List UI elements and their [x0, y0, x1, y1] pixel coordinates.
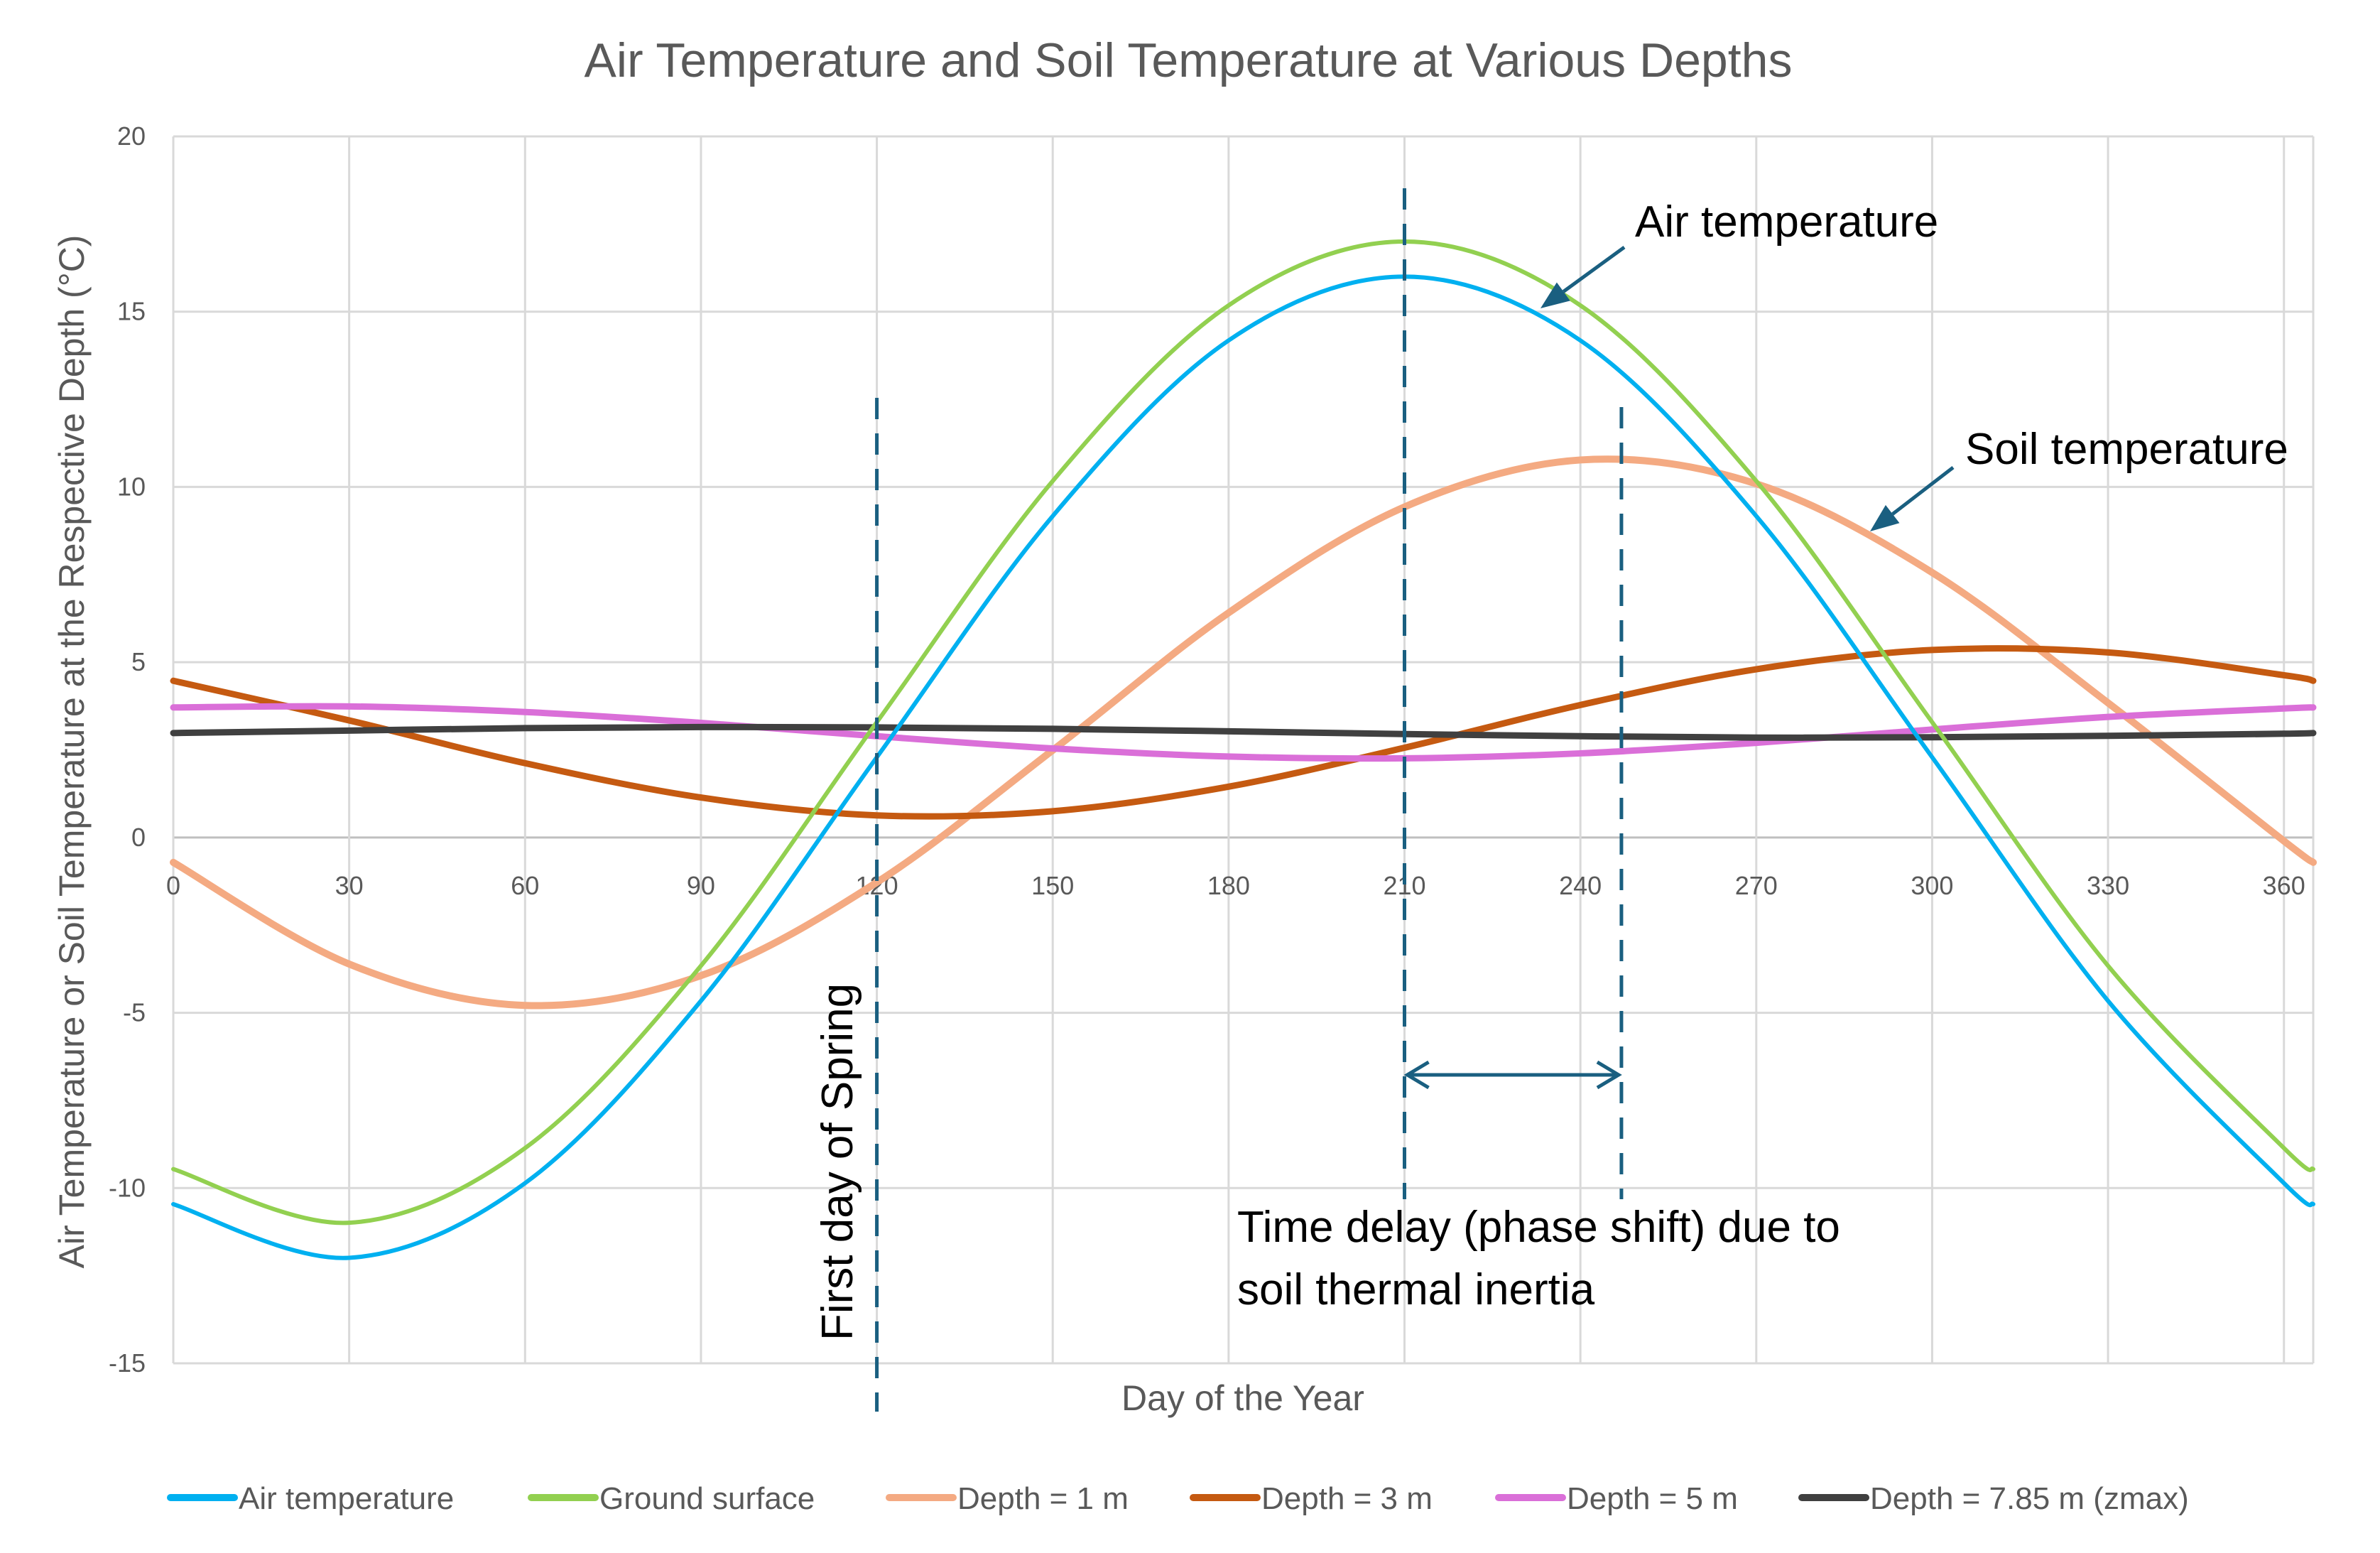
legend-label-2: Ground surface [599, 1481, 815, 1516]
annotations [875, 188, 1955, 1412]
first-day-of-spring-annotation: First day of Spring [813, 983, 862, 1341]
y-tick-label: -15 [109, 1348, 146, 1378]
x-tick-label: 90 [687, 871, 715, 900]
legend-label-4: Depth = 3 m [1261, 1481, 1433, 1516]
x-tick-label: 30 [335, 871, 364, 900]
x-tick-label: 0 [166, 871, 180, 900]
y-tick-label: 20 [117, 121, 146, 151]
x-tick-label: 360 [2263, 871, 2305, 900]
legend-label-5: Depth = 5 m [1567, 1481, 1738, 1516]
x-tick-label: 60 [511, 871, 539, 900]
air-temperature-arrow-shaft [1562, 245, 1626, 293]
soil-temperature-arrow-shaft [1891, 466, 1955, 516]
chart-title: Air Temperature and Soil Temperature at … [585, 33, 1793, 87]
y-tick-label: 10 [117, 472, 146, 501]
series-line-4 [170, 645, 2317, 820]
series-lines [170, 239, 2317, 1260]
arrow-right-icon [1596, 1060, 1622, 1090]
arrow-left-icon [1403, 1060, 1430, 1090]
x-tick-label: 300 [1911, 871, 1953, 900]
x-tick-label: 270 [1735, 871, 1778, 900]
x-tick-label: 330 [2087, 871, 2129, 900]
y-tick-label: 0 [131, 823, 146, 852]
soil-temperature-arrow-head-icon [1870, 504, 1900, 531]
soil-temperature-annotation: Soil temperature [1965, 425, 2288, 474]
series-line-2 [171, 239, 2315, 1225]
y-tick-label: -5 [123, 998, 146, 1027]
legend-label-6: Depth = 7.85 m (zmax) [1870, 1481, 2189, 1516]
legend-label-3: Depth = 1 m [957, 1481, 1129, 1516]
air-temperature-arrow-head-icon [1541, 282, 1570, 308]
legend: Air temperature Ground surface Depth = 1 m… [167, 1481, 2189, 1516]
series-line-6 [170, 723, 2317, 741]
legend-label-1: Air temperature [239, 1481, 454, 1516]
y-tick-label: -10 [109, 1173, 146, 1202]
series-line-1 [171, 274, 2315, 1260]
time-delay-annotation-line1: Time delay (phase shift) due to [1237, 1203, 1840, 1252]
air-temperature-annotation: Air temperature [1635, 197, 1938, 247]
series-line-5 [170, 703, 2317, 762]
y-tick-label: 5 [131, 647, 146, 676]
x-axis-title: Day of the Year [1121, 1378, 1364, 1418]
time-delay-annotation-line2: soil thermal inertia [1237, 1265, 1595, 1314]
y-tick-label: 15 [117, 297, 146, 326]
x-tick-label: 180 [1207, 871, 1250, 900]
x-tick-label: 150 [1031, 871, 1074, 900]
x-tick-label: 240 [1559, 871, 1602, 900]
y-axis-title: Air Temperature or Soil Temperature at t… [52, 235, 92, 1269]
